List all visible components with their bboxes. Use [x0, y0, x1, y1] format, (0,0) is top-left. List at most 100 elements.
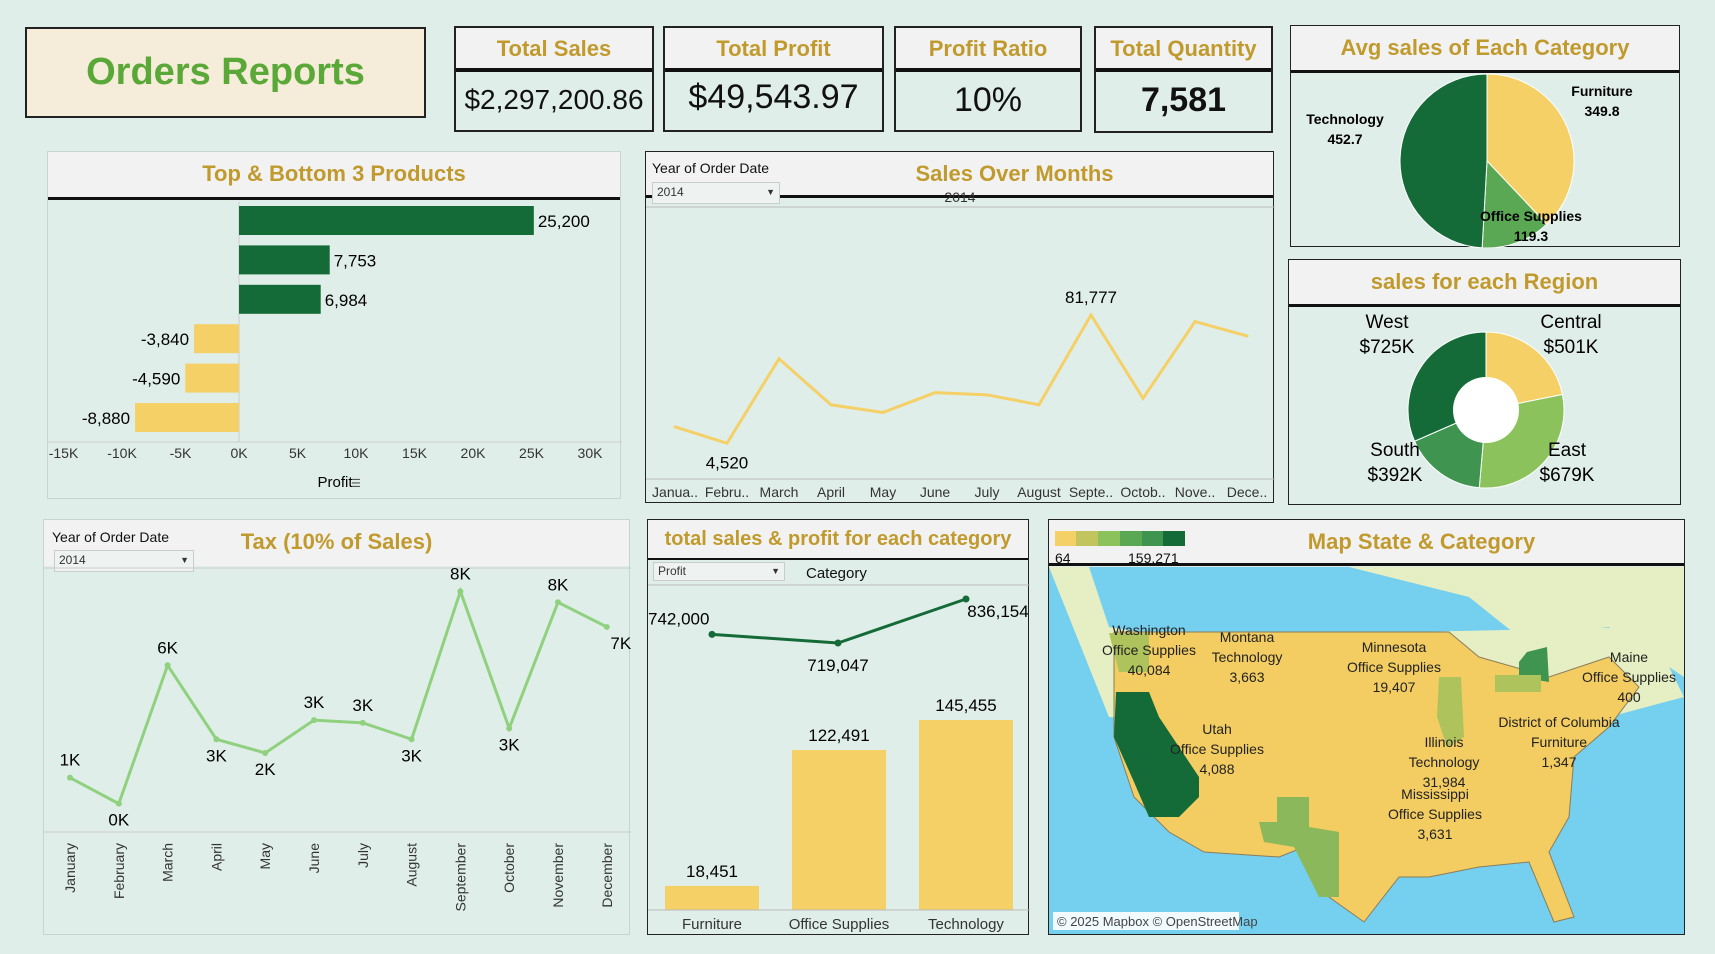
chevron-down-icon: ▼	[766, 187, 775, 197]
map-label-value: 3,663	[1229, 669, 1264, 685]
map-label-state: Maine	[1610, 649, 1648, 665]
kpi-value: $49,543.97	[688, 78, 859, 116]
tick-label: -15K	[49, 445, 79, 461]
legend-min: 64	[1055, 550, 1071, 566]
map-label-category: Office Supplies	[1388, 806, 1482, 822]
top-bottom-products-panel: Top & Bottom 3 Products 25,200 7,753 6,984…	[47, 151, 622, 499]
data-point	[1193, 320, 1197, 324]
map-label-value: 1,347	[1541, 754, 1576, 770]
measure-dropdown[interactable]: Profit ▼	[653, 562, 785, 581]
bar-label: 145,455	[935, 696, 996, 715]
bar	[239, 206, 534, 235]
data-label: 3K	[499, 735, 520, 754]
slice-furniture	[1486, 73, 1575, 225]
us-map[interactable]: © 2025 Mapbox © OpenStreetMap Washington…	[1049, 567, 1684, 934]
dashboard-title: Orders Reports	[86, 51, 365, 93]
data-point	[213, 736, 220, 743]
map-label-category: Office Supplies	[1347, 659, 1441, 675]
bar	[239, 245, 330, 275]
sales-over-months-panel: Sales Over Months Year of Order Date 201…	[645, 151, 1275, 503]
data-point	[708, 630, 716, 638]
kpi-value: $2,297,200.86	[464, 84, 644, 115]
map-attribution[interactable]: © 2025 Mapbox © OpenStreetMap	[1057, 914, 1258, 929]
state-washington	[1109, 633, 1149, 672]
line-label: 836,154	[967, 602, 1028, 621]
data-point	[67, 774, 73, 781]
bar-label: 7,753	[334, 251, 377, 270]
map-label-value: 31,984	[1423, 774, 1466, 790]
kpi-label: Total Profit	[665, 28, 882, 72]
map-label-value: 40,084	[1128, 662, 1171, 678]
category-combo-chart: 18,451 Furniture 122,491 Office Supplies 145…	[648, 584, 1030, 933]
tick-label: 25K	[519, 445, 545, 461]
panel-title: Sales Over Months	[646, 152, 1273, 198]
month-label: March	[760, 484, 799, 500]
month-label: January	[62, 843, 78, 893]
state-california	[1114, 692, 1199, 817]
tick-label: 0K	[230, 445, 248, 461]
month-label: June	[920, 484, 951, 500]
kpi-value: 10%	[953, 81, 1023, 119]
data-point	[506, 725, 513, 732]
data-point	[311, 717, 317, 724]
slice-value: 452.7	[1327, 131, 1362, 147]
slice-name: West	[1366, 312, 1410, 333]
bar-label: -3,840	[141, 330, 189, 349]
category-label: Furniture	[682, 916, 742, 933]
state-illinois	[1437, 677, 1464, 747]
tick-label: -5K	[170, 445, 192, 461]
data-label: 3K	[401, 746, 422, 765]
data-label: 8K	[450, 564, 471, 583]
slice-technology	[1399, 73, 1488, 248]
dropdown-value: 2014	[59, 553, 86, 567]
line-label: 719,047	[807, 656, 868, 675]
dropdown-value: 2014	[657, 185, 684, 199]
region-sales-panel: sales for each Region Central $501K East $6…	[1288, 259, 1681, 505]
kpi-value: 7,581	[1140, 81, 1227, 119]
category-label: Office Supplies	[789, 916, 890, 933]
tick-label: 5K	[289, 445, 307, 461]
month-label: July	[975, 484, 1000, 500]
data-point	[829, 403, 833, 407]
tick-label: 10K	[344, 445, 370, 461]
month-label: April	[208, 843, 224, 871]
month-label: October	[501, 843, 517, 893]
month-label: July	[355, 843, 371, 868]
dropdown-value: Profit	[658, 564, 687, 578]
data-label: 2K	[255, 760, 276, 779]
data-point	[1245, 334, 1249, 338]
tax-line	[69, 586, 608, 806]
map-label-category: Furniture	[1531, 734, 1587, 750]
data-point	[603, 623, 610, 630]
kpi-profit-ratio: Profit Ratio 10%	[894, 26, 1082, 132]
data-point	[834, 639, 842, 647]
data-point	[164, 662, 171, 669]
region-donut: Central $501K East $679K South $392K West $725K	[1360, 312, 1602, 489]
year-filter-label: Year of Order Date	[52, 529, 169, 545]
bar-label: -4,590	[132, 370, 180, 389]
kpi-total-profit: Total Profit $49,543.97	[663, 26, 884, 132]
column-header: 2014	[944, 189, 975, 205]
data-label: 0K	[108, 811, 129, 830]
slice-name: Technology	[1306, 111, 1384, 127]
data-point	[962, 595, 970, 603]
year-filter-dropdown[interactable]: 2014 ▼	[652, 182, 780, 204]
us-states	[1113, 631, 1640, 923]
kpi-label: Total Sales	[456, 28, 652, 72]
data-point	[725, 441, 729, 445]
legend-max: 159,271	[1128, 550, 1179, 566]
data-point	[1037, 403, 1041, 407]
map-label-state: Illinois	[1425, 734, 1464, 750]
bar	[665, 885, 759, 910]
tick-label: -10K	[107, 445, 137, 461]
map-label-state: Minnesota	[1362, 639, 1427, 655]
year-filter-dropdown[interactable]: 2014 ▼	[54, 550, 194, 572]
bar	[792, 749, 886, 910]
map-label-state: Utah	[1202, 721, 1232, 737]
column-header: Category	[806, 565, 867, 582]
bar	[919, 720, 1013, 910]
donut-hole	[1453, 377, 1519, 443]
month-label: November	[550, 843, 566, 908]
map-label-value: 19,407	[1373, 679, 1416, 695]
kpi-label: Total Quantity	[1096, 28, 1271, 72]
